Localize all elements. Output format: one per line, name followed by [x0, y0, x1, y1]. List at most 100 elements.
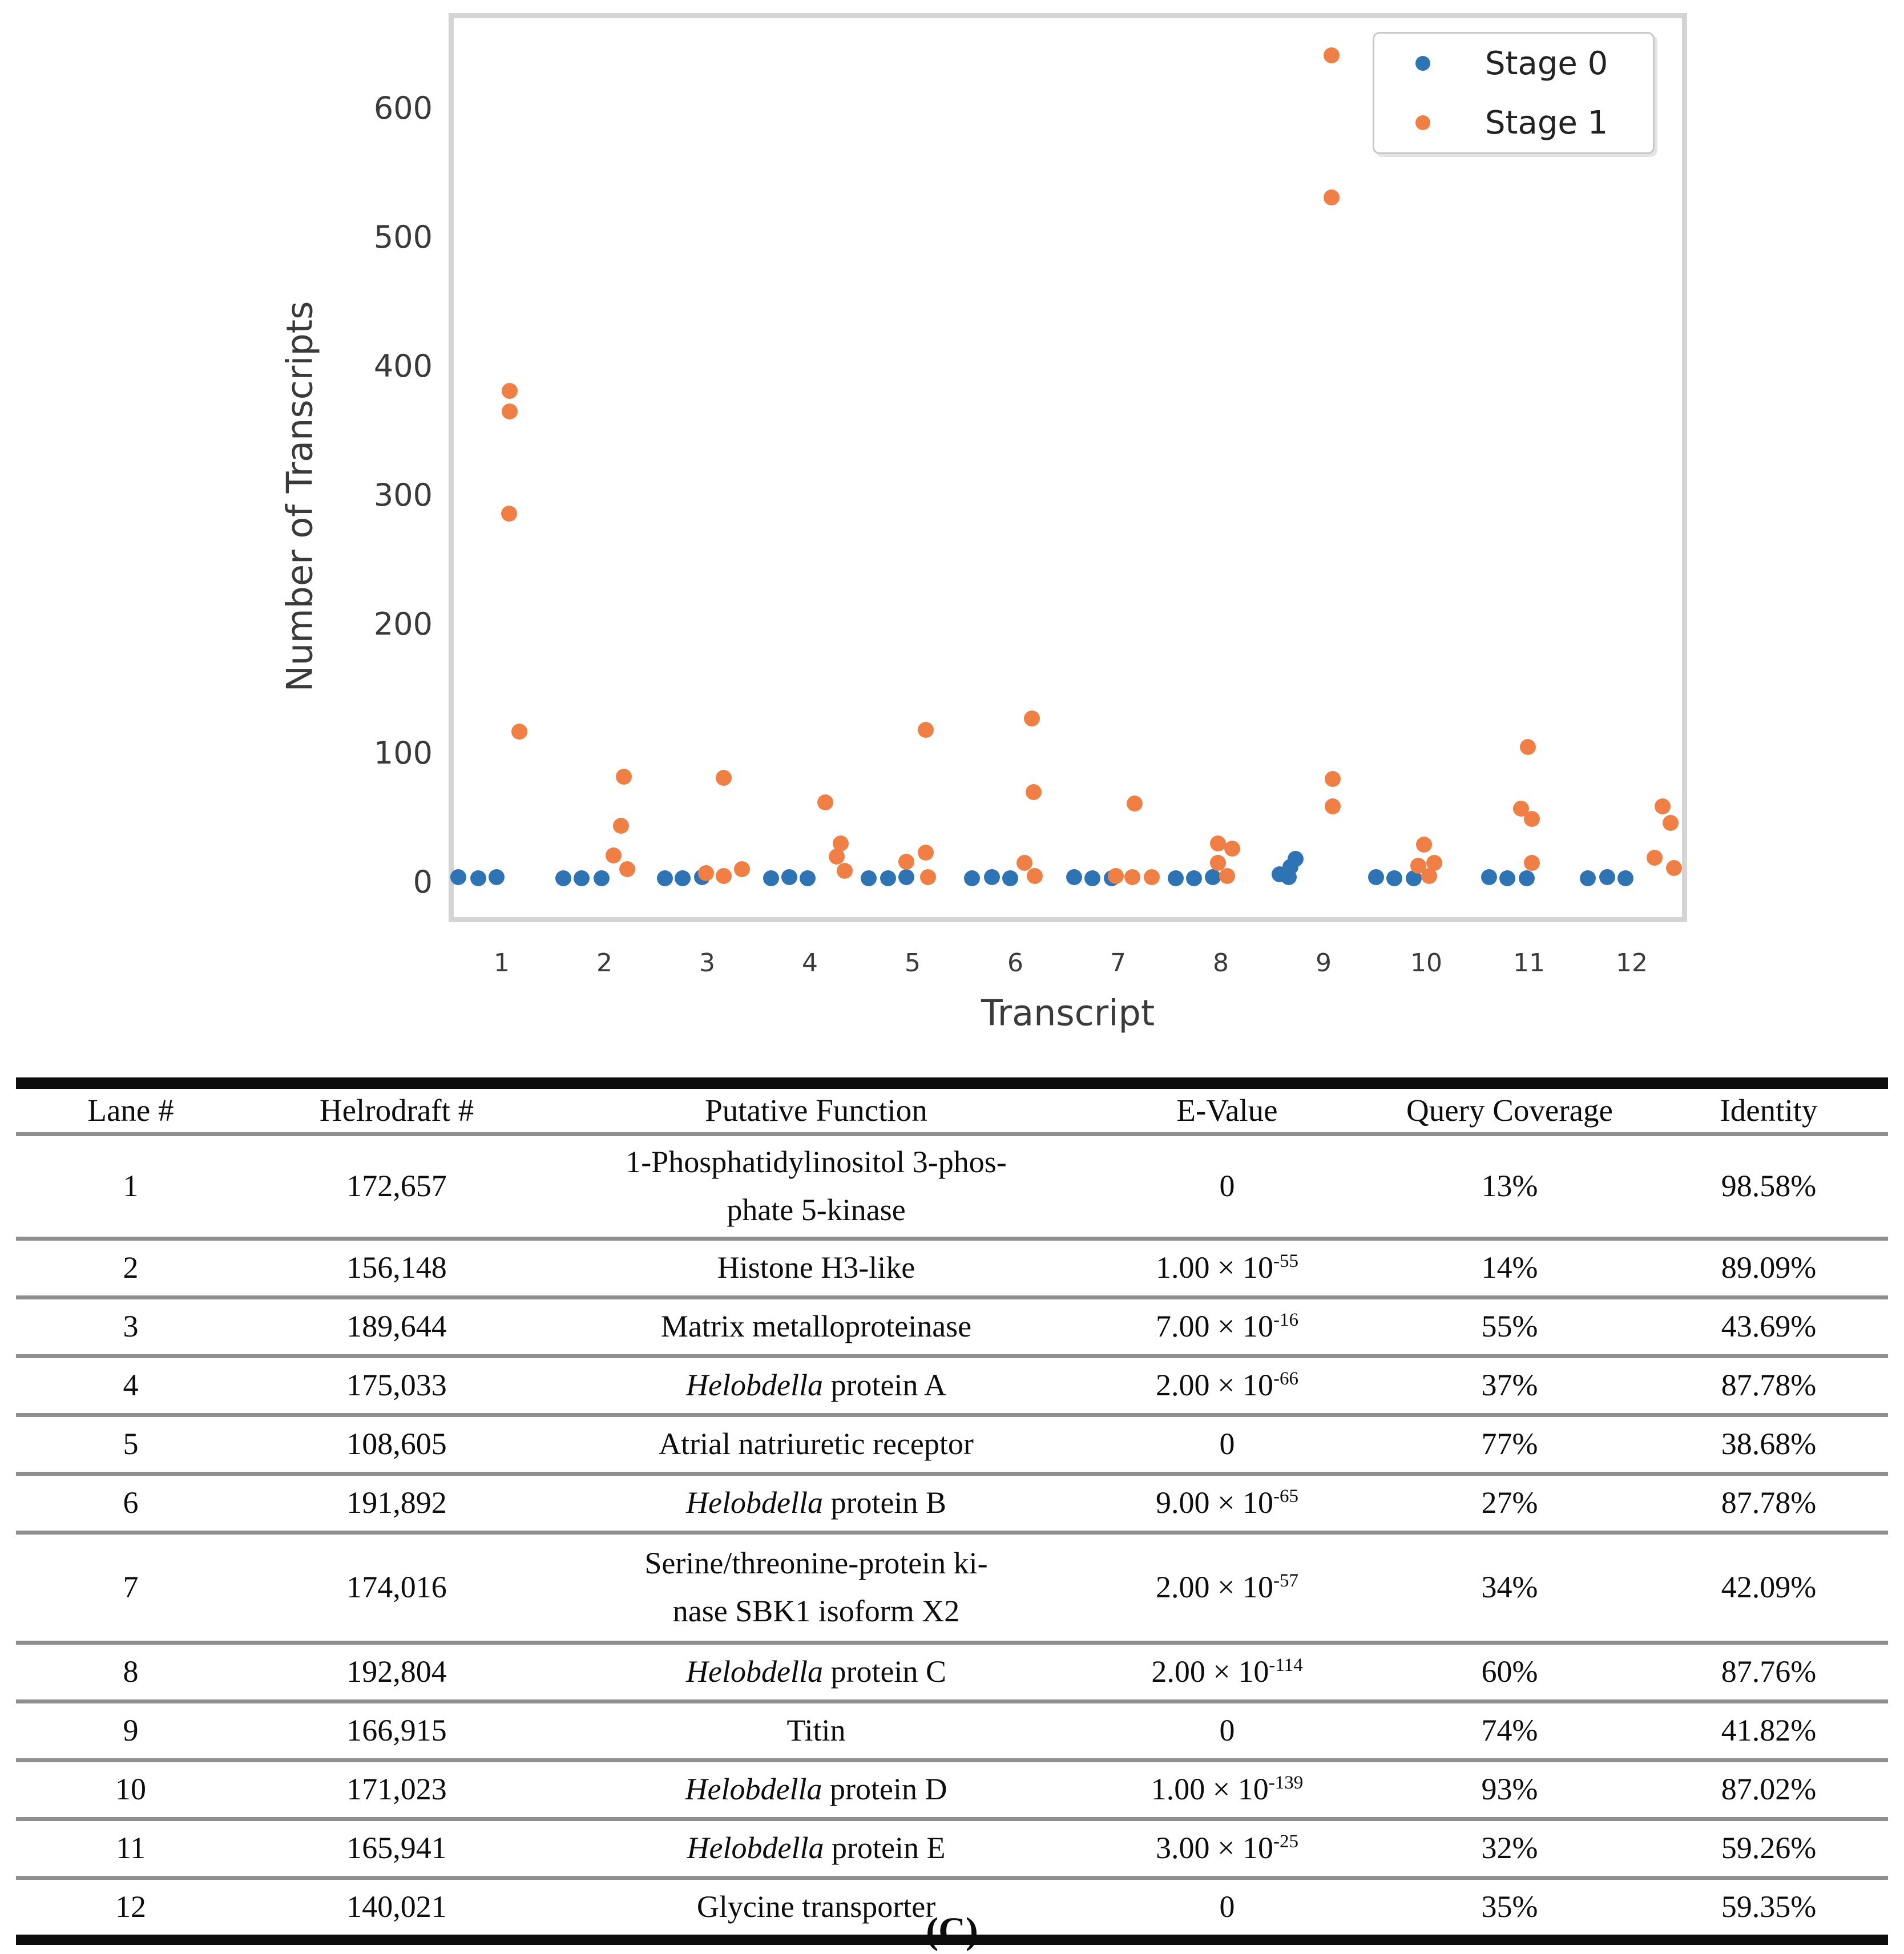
x-tick-label: 4 — [802, 948, 818, 978]
scatter-point — [1167, 870, 1184, 887]
x-tick-label: 9 — [1316, 948, 1332, 978]
table-top-rule — [16, 1077, 1888, 1089]
scatter-point — [1016, 855, 1033, 871]
cell-lane: 7 — [123, 1570, 139, 1605]
cell-coverage: 55% — [1481, 1309, 1538, 1344]
column-header: Query Coverage — [1406, 1093, 1613, 1128]
y-tick-label: 300 — [373, 477, 433, 513]
legend-marker-icon — [1415, 56, 1430, 71]
cell-helrodraft: 174,016 — [346, 1570, 447, 1605]
scatter-point — [860, 870, 877, 887]
cell-evalue: 0 — [1219, 1427, 1235, 1462]
y-tick-label: 0 — [413, 864, 433, 900]
x-tick-label: 11 — [1513, 948, 1545, 978]
column-header: Putative Function — [705, 1093, 927, 1128]
scatter-point — [763, 870, 779, 887]
cell-coverage: 74% — [1481, 1713, 1538, 1748]
column-header: Helrodraft # — [319, 1093, 474, 1128]
cell-helrodraft: 192,804 — [346, 1654, 447, 1689]
table-row: 8 192,804 Helobdella protein C 2.00 × 10-11… — [16, 1645, 1888, 1699]
cell-coverage: 13% — [1481, 1169, 1538, 1204]
scatter-point — [1524, 855, 1540, 871]
chart-legend: Stage 0 Stage 1 — [1373, 32, 1655, 154]
cell-evalue: 9.00 × 10-65 — [1156, 1485, 1298, 1520]
legend-label: Stage 0 — [1485, 45, 1608, 82]
cell-lane: 1 — [123, 1169, 139, 1204]
legend-marker-icon — [1415, 115, 1430, 130]
x-axis-title: Transcript — [981, 992, 1155, 1034]
cell-coverage: 14% — [1481, 1250, 1538, 1285]
scatter-point — [616, 768, 632, 785]
cell-identity: 87.76% — [1721, 1654, 1817, 1689]
x-tick-label: 3 — [699, 948, 715, 978]
cell-lane: 3 — [123, 1309, 139, 1344]
cell-function: Histone H3-like — [717, 1250, 915, 1285]
cell-coverage: 93% — [1481, 1772, 1538, 1807]
table-rule — [16, 1472, 1888, 1476]
scatter-point — [574, 870, 590, 887]
cell-coverage: 34% — [1481, 1570, 1538, 1605]
blast-results-table: Lane # Helrodraft # Putative Function E-Val… — [16, 1077, 1888, 1945]
cell-lane: 9 — [123, 1713, 139, 1748]
table-row: 10 171,023 Helobdella protein D 1.00 × 10-1… — [16, 1762, 1888, 1817]
scatter-point — [1209, 835, 1226, 852]
cell-lane: 8 — [123, 1654, 139, 1689]
scatter-point — [1655, 798, 1671, 814]
x-tick-label: 1 — [494, 948, 510, 978]
x-tick-label: 12 — [1616, 948, 1648, 978]
scatter-point — [1084, 870, 1100, 887]
cell-evalue: 1.00 × 10-55 — [1156, 1250, 1298, 1285]
scatter-point — [1324, 47, 1340, 64]
cell-function: Glycine transporter — [696, 1890, 936, 1924]
cell-evalue: 2.00 × 10-57 — [1156, 1570, 1298, 1605]
cell-evalue: 2.00 × 10-66 — [1156, 1368, 1298, 1403]
cell-lane: 11 — [116, 1831, 146, 1866]
scatter-point — [1579, 870, 1596, 887]
column-header: Lane # — [87, 1093, 174, 1128]
scatter-point — [1617, 870, 1634, 887]
table-rule — [16, 1531, 1888, 1535]
y-tick-label: 500 — [373, 219, 433, 255]
cell-function: Helobdella protein C — [686, 1654, 946, 1689]
scatter-point — [1665, 860, 1682, 877]
scatter-point — [1219, 867, 1235, 884]
cell-helrodraft: 171,023 — [346, 1772, 447, 1807]
y-tick-label: 600 — [373, 90, 433, 126]
scatter-point — [657, 870, 673, 887]
cell-lane: 4 — [123, 1368, 139, 1403]
scatter-point — [593, 870, 610, 887]
scatter-point — [1663, 815, 1679, 831]
cell-lane: 6 — [123, 1485, 139, 1520]
x-tick-label: 5 — [905, 948, 921, 978]
table-row: 3 189,644 Matrix metalloproteinase 7.00 × 1… — [16, 1299, 1888, 1354]
scatter-point — [898, 853, 915, 870]
scatter-point — [1288, 851, 1304, 867]
x-tick-label: 10 — [1410, 948, 1442, 978]
scatter-point — [1144, 869, 1160, 885]
scatter-point — [511, 723, 527, 740]
scatter-point — [489, 869, 505, 885]
cell-evalue: 1.00 × 10-139 — [1151, 1772, 1304, 1807]
scatter-point — [619, 861, 635, 878]
scatter-point — [1204, 869, 1221, 885]
scatter-point — [1325, 798, 1341, 814]
scatter-point — [1002, 870, 1018, 887]
cell-identity: 42.09% — [1721, 1570, 1817, 1605]
cell-evalue: 0 — [1219, 1713, 1235, 1748]
cell-identity: 87.78% — [1721, 1485, 1817, 1520]
scatter-point — [450, 869, 467, 885]
scatter-point — [880, 870, 896, 887]
scatter-point — [734, 861, 751, 878]
scatter-point — [715, 769, 732, 786]
scatter-point — [1224, 841, 1240, 857]
table-rule — [16, 1132, 1888, 1136]
table-bottom-rule — [16, 1935, 1888, 1945]
column-header: E-Value — [1176, 1093, 1278, 1128]
cell-identity: 98.58% — [1721, 1169, 1817, 1204]
cell-function: Matrix metalloproteinase — [660, 1309, 972, 1344]
scatter-point — [983, 869, 1000, 885]
scatter-point — [1023, 710, 1040, 726]
scatter-point — [800, 870, 816, 887]
table-rule — [16, 1413, 1888, 1417]
cell-lane: 12 — [115, 1890, 146, 1924]
